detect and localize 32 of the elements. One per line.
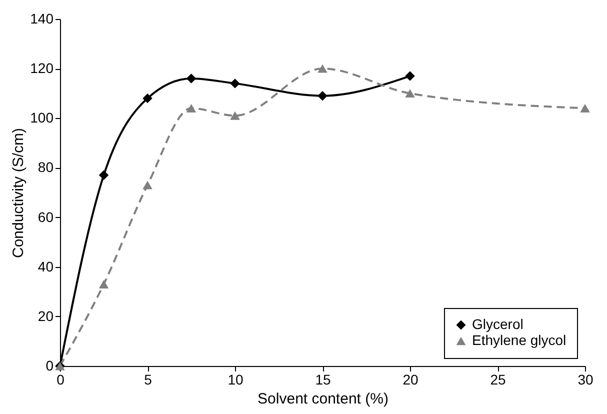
y-tick-label: 60: [38, 208, 54, 225]
point: [230, 78, 240, 88]
point: [318, 64, 328, 73]
point: [405, 89, 415, 98]
y-axis-title: Conductivity (S/cm): [10, 128, 28, 258]
x-axis-title: Solvent content (%): [258, 390, 388, 408]
point: [405, 71, 415, 81]
point: [142, 180, 152, 190]
point: [99, 280, 108, 288]
x-tick-label: 15: [315, 372, 331, 388]
y-tick-label: 120: [30, 60, 54, 76]
x-tick-label: 20: [402, 372, 418, 388]
point: [186, 104, 196, 112]
y-tick-label: 20: [38, 308, 54, 324]
y-tick-label: 40: [38, 258, 54, 274]
y-tick-label: 140: [30, 10, 54, 26]
x-tick-label: 0: [56, 372, 65, 388]
x-tick-label: 5: [144, 372, 152, 388]
y-tick-label: 80: [38, 159, 54, 176]
point: [142, 94, 152, 104]
x-tick-label: 10: [228, 372, 244, 388]
x-tick-label: 30: [578, 372, 594, 388]
point: [99, 170, 108, 180]
point: [230, 112, 240, 120]
point: [318, 91, 328, 101]
point: [186, 74, 196, 84]
y-tick-label: 100: [30, 110, 54, 126]
legend-label: Ethylene glycol: [472, 332, 566, 348]
point: [580, 104, 590, 112]
y-tick-label: 0: [46, 358, 54, 374]
x-tick-label: 25: [490, 372, 506, 388]
legend-label: Glycerol: [472, 316, 524, 332]
